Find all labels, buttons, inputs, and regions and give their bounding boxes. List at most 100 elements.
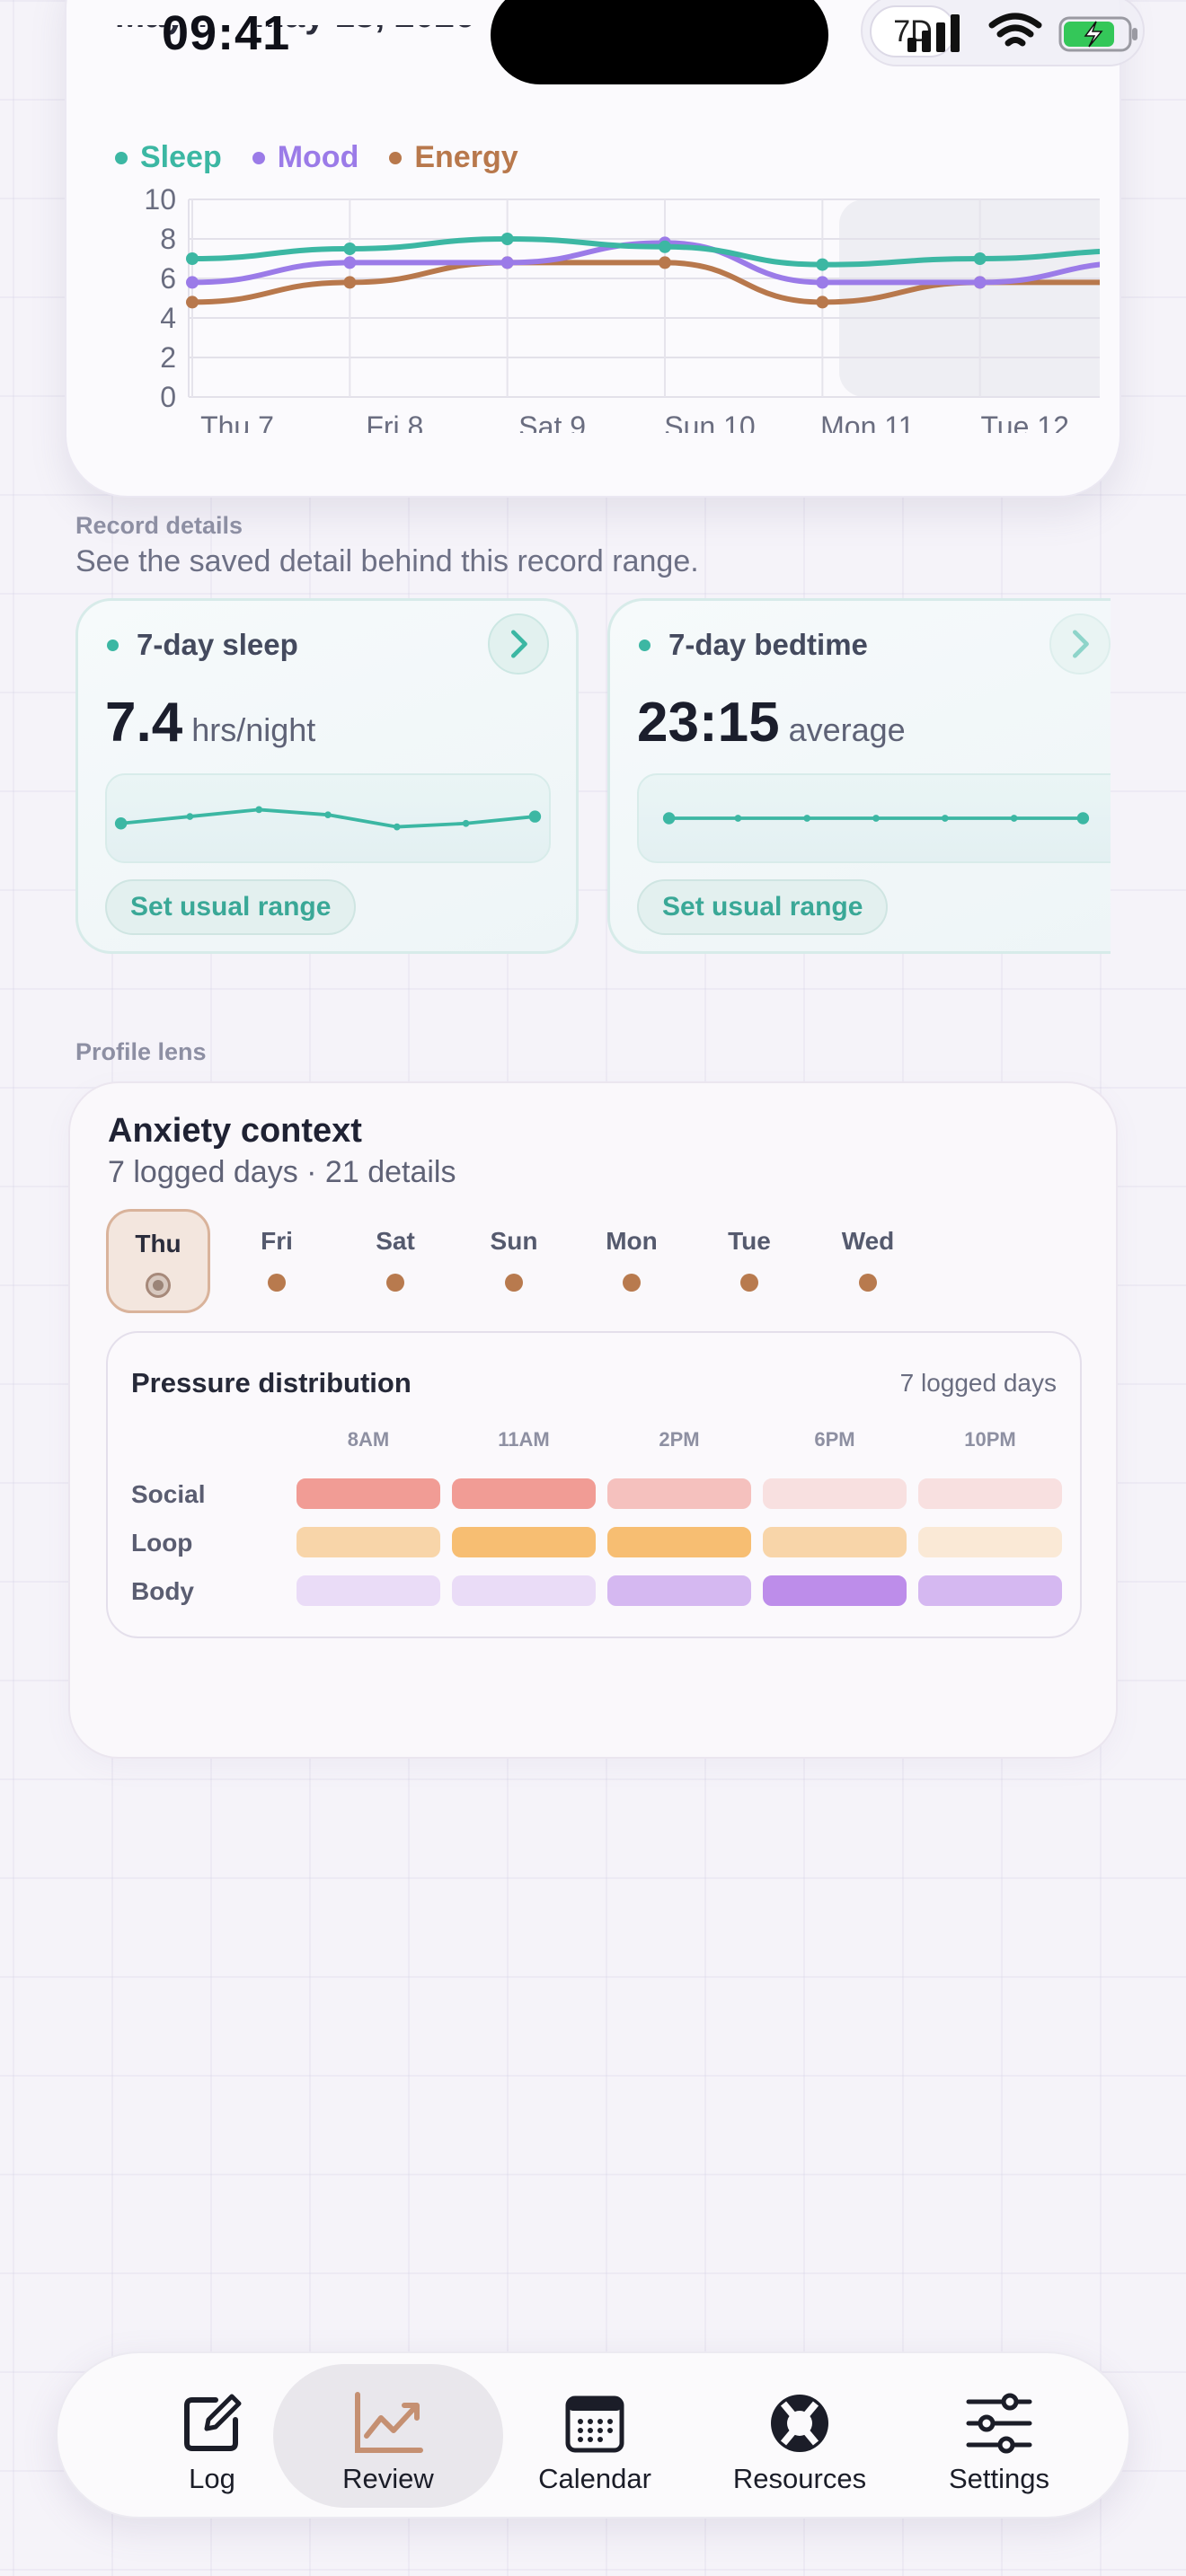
pressure-title: Pressure distribution	[131, 1367, 412, 1398]
row-label-loop: Loop	[131, 1529, 193, 1557]
data-point-sleep	[816, 258, 829, 271]
pressure-cell-loop[interactable]	[452, 1527, 596, 1557]
x-tick-label: Fri 8	[366, 410, 423, 433]
bottom-tab-bar: Log Review Calendar Resources	[56, 2351, 1130, 2519]
compose-icon	[184, 2394, 242, 2451]
pressure-cell-social[interactable]	[763, 1478, 907, 1509]
set-usual-range-button[interactable]: Set usual range	[637, 879, 889, 935]
anxiety-context-card: Anxiety context 7 logged days · 21 detai…	[68, 1081, 1118, 1759]
legend-dot-energy	[389, 151, 403, 164]
tab-label: Settings	[948, 2463, 1049, 2494]
day-dot	[505, 1274, 523, 1292]
day-pill-mon[interactable]: Mon	[580, 1209, 684, 1313]
legend-sleep[interactable]: Sleep	[115, 140, 222, 175]
y-tick-label: 0	[160, 381, 176, 413]
lifebuoy-icon	[771, 2395, 828, 2452]
pressure-cell-social[interactable]	[607, 1478, 751, 1509]
dynamic-island	[491, 0, 828, 84]
pressure-cell-body[interactable]	[763, 1575, 907, 1606]
time-label: 11AM	[498, 1428, 550, 1451]
bedtime-card-title: 7-day bedtime	[639, 628, 868, 662]
sparkline-point	[872, 815, 880, 822]
row-label-body: Body	[131, 1577, 194, 1605]
tab-review[interactable]: Review	[273, 2364, 503, 2508]
time-label: 6PM	[814, 1428, 855, 1451]
profile-lens-label: Profile lens	[75, 1038, 207, 1065]
data-point-mood	[500, 256, 514, 269]
day-pill-sun[interactable]: Sun	[462, 1209, 566, 1313]
day-dot	[386, 1274, 404, 1292]
pressure-cell-body[interactable]	[452, 1575, 596, 1606]
set-usual-range-button[interactable]: Set usual range	[105, 879, 357, 935]
legend-energy[interactable]: Energy	[389, 140, 518, 175]
pressure-cell-body[interactable]	[296, 1575, 440, 1606]
bedtime-summary-card[interactable]: 7-day bedtime 23:15 average Set usual ran…	[607, 598, 1111, 954]
anxiety-context-subtitle: 7 logged days · 21 details	[108, 1155, 456, 1189]
chart-highlight-region	[839, 199, 1100, 397]
day-pill-thu[interactable]: Thu	[106, 1209, 210, 1313]
legend-mood[interactable]: Mood	[252, 140, 358, 175]
bedtime-sparkline	[637, 773, 1111, 863]
tab-log[interactable]: Log	[97, 2364, 327, 2508]
x-tick-label: Mon 11	[820, 410, 914, 433]
battery-charging-icon	[1058, 16, 1137, 52]
pressure-cell-social[interactable]	[918, 1478, 1062, 1509]
day-pill-tue[interactable]: Tue	[697, 1209, 801, 1313]
tab-resources[interactable]: Resources	[685, 2364, 915, 2508]
y-tick-label: 4	[160, 302, 176, 334]
trend-line-chart: 10 8 6 4 2 0 Thu 7 Fri 8 Sat 9 Sun 10 Mon 11 Tue 12	[144, 183, 1100, 433]
tab-settings[interactable]: Settings	[884, 2364, 1114, 2508]
data-point-sleep	[659, 240, 671, 253]
sleep-summary-card[interactable]: 7-day sleep 7.4 hrs/night Set usual range	[75, 598, 579, 954]
sparkline-point	[1076, 812, 1090, 825]
pressure-cell-loop[interactable]	[918, 1527, 1062, 1557]
day-pill-sat[interactable]: Sat	[343, 1209, 447, 1313]
y-tick-label: 6	[160, 262, 176, 295]
pressure-cell-body[interactable]	[607, 1575, 751, 1606]
record-details-subtitle: See the saved detail behind this record …	[75, 544, 699, 578]
sparkline-point	[186, 813, 194, 820]
day-label: Wed	[841, 1227, 895, 1255]
pressure-cell-loop[interactable]	[763, 1527, 907, 1557]
calendar-icon	[565, 2395, 624, 2453]
sleep-average-value: 7.4 hrs/night	[105, 691, 315, 754]
status-indicators: 7D	[861, 0, 1145, 66]
bedtime-average-value: 23:15 average	[637, 691, 906, 754]
day-dot	[268, 1274, 286, 1292]
pressure-cell-social[interactable]	[452, 1478, 596, 1509]
day-pill-wed[interactable]: Wed	[816, 1209, 920, 1313]
sparkline-point	[393, 823, 401, 831]
data-point-energy	[816, 296, 829, 309]
signal-icon	[907, 14, 960, 52]
tab-calendar[interactable]: Calendar	[480, 2364, 710, 2508]
sliders-icon	[966, 2393, 1032, 2454]
anxiety-context-title: Anxiety context	[108, 1112, 362, 1150]
y-tick-label: 8	[160, 223, 176, 255]
pressure-cell-loop[interactable]	[607, 1527, 751, 1557]
data-point-energy	[186, 296, 199, 309]
sparkline-point	[255, 806, 263, 814]
legend-label-sleep: Sleep	[140, 140, 222, 174]
sleep-sparkline	[105, 773, 551, 863]
chevron-right-icon[interactable]	[488, 613, 549, 675]
bedtime-value: 23:15	[637, 692, 780, 754]
pressure-distribution-card: Pressure distribution 7 logged days 8AM …	[106, 1331, 1082, 1638]
x-tick-label: Tue 12	[980, 410, 1068, 433]
day-label: Sun	[490, 1227, 538, 1255]
data-point-sleep	[186, 252, 199, 265]
legend-dot-sleep	[115, 151, 128, 164]
sparkline-point	[114, 817, 128, 830]
sparkline-point	[528, 810, 542, 823]
day-pill-fri[interactable]: Fri	[225, 1209, 329, 1313]
trend-chart-icon	[355, 2392, 423, 2453]
day-label: Sat	[376, 1227, 415, 1255]
pressure-cell-loop[interactable]	[296, 1527, 440, 1557]
sleep-value: 7.4	[105, 692, 183, 754]
tab-label: Resources	[732, 2463, 867, 2494]
x-tick-label: Sun 10	[664, 410, 755, 433]
wifi-icon	[988, 13, 1042, 47]
pressure-cell-body[interactable]	[918, 1575, 1062, 1606]
chevron-right-icon[interactable]	[1049, 613, 1111, 675]
day-label: Mon	[606, 1227, 658, 1255]
pressure-cell-social[interactable]	[296, 1478, 440, 1509]
